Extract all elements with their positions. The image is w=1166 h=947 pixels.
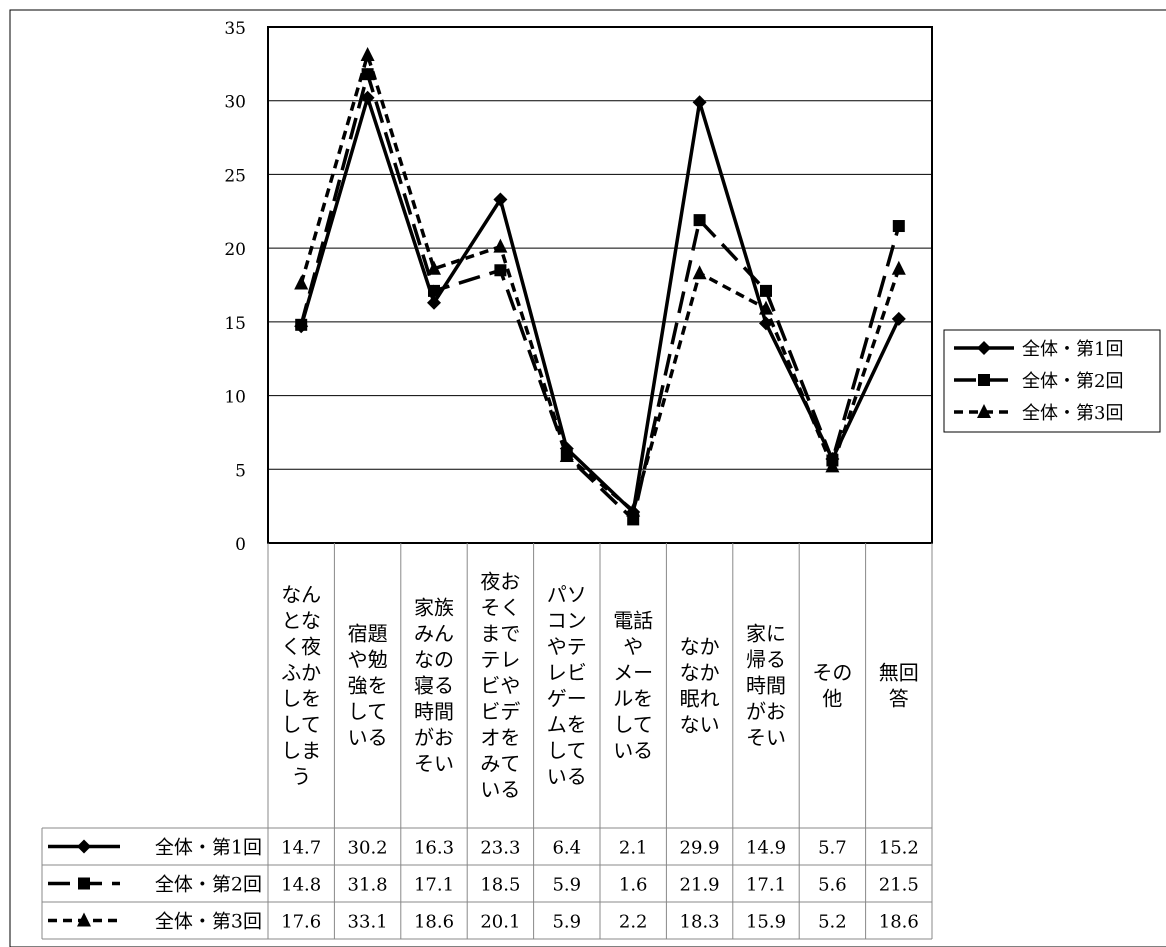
table-value: 20.1 bbox=[480, 912, 520, 933]
table-value: 14.8 bbox=[281, 875, 321, 896]
table-series-name: 全体・第2回 bbox=[155, 874, 262, 896]
table-value: 18.5 bbox=[480, 875, 520, 896]
y-tick-label: 25 bbox=[224, 166, 246, 186]
legend-marker bbox=[978, 374, 990, 386]
y-tick-label: 15 bbox=[224, 314, 246, 334]
table-value: 15.9 bbox=[746, 912, 786, 933]
category-label: その他 bbox=[812, 661, 852, 711]
table-value: 18.6 bbox=[879, 912, 919, 933]
table-value: 18.3 bbox=[680, 912, 720, 933]
category-label: なんとなく夜ふかしをしてしまう bbox=[281, 583, 321, 789]
category-label: 家に帰る時間がおそい bbox=[746, 622, 786, 750]
data-point bbox=[825, 458, 840, 473]
table-value: 14.7 bbox=[281, 838, 321, 859]
data-point bbox=[759, 300, 773, 315]
table-value: 1.6 bbox=[619, 875, 648, 896]
data-point bbox=[493, 192, 508, 207]
legend-entry: 全体・第1回 bbox=[1022, 339, 1123, 360]
table-value: 2.2 bbox=[619, 912, 648, 933]
category-label: なかなか眠れない bbox=[680, 635, 720, 737]
table-value: 17.1 bbox=[414, 875, 454, 896]
data-point bbox=[692, 95, 707, 110]
legend-entry: 全体・第2回 bbox=[1022, 371, 1123, 392]
data-point bbox=[295, 318, 308, 331]
table-value: 17.1 bbox=[746, 875, 786, 896]
category-label: パソコンやテレビゲームをしている bbox=[547, 583, 587, 789]
table-value: 33.1 bbox=[348, 912, 388, 933]
table-value: 16.3 bbox=[414, 838, 454, 859]
data-point bbox=[427, 295, 441, 310]
data-point bbox=[494, 264, 507, 277]
data-point bbox=[361, 68, 374, 81]
table-value: 14.9 bbox=[746, 838, 786, 859]
table-value: 5.9 bbox=[552, 912, 581, 933]
data-point bbox=[294, 275, 309, 290]
table-value: 5.7 bbox=[818, 838, 847, 859]
data-point bbox=[360, 90, 375, 105]
data-point bbox=[626, 502, 641, 517]
table-value: 29.9 bbox=[680, 838, 720, 859]
table-series-name: 全体・第3回 bbox=[155, 911, 262, 933]
data-point bbox=[559, 448, 574, 463]
table-value: 21.9 bbox=[680, 875, 720, 896]
table-series-marker bbox=[77, 912, 91, 927]
category-label: 無回答 bbox=[879, 661, 919, 711]
table-value: 6.4 bbox=[552, 838, 581, 859]
data-point bbox=[760, 284, 772, 297]
table-value: 2.1 bbox=[619, 838, 648, 859]
data-point bbox=[692, 265, 707, 280]
y-tick-label: 0 bbox=[235, 535, 246, 555]
legend-entry: 全体・第3回 bbox=[1022, 403, 1123, 424]
table-value: 23.3 bbox=[480, 838, 520, 859]
series-line bbox=[299, 67, 901, 523]
legend-marker bbox=[977, 404, 991, 418]
table-value: 18.6 bbox=[414, 912, 454, 933]
table-series-marker bbox=[77, 839, 91, 854]
table-series-marker bbox=[78, 877, 90, 890]
category-label: 夜おそくまでテレビやビデオをみている bbox=[480, 570, 520, 802]
category-label: 電話やメールをしている bbox=[613, 609, 653, 763]
y-tick-label: 20 bbox=[224, 240, 246, 260]
data-point bbox=[891, 260, 906, 275]
y-tick-label: 35 bbox=[224, 19, 246, 39]
series-line bbox=[299, 48, 901, 514]
table-value: 5.9 bbox=[552, 875, 581, 896]
table-value: 21.5 bbox=[879, 875, 919, 896]
category-label: 宿題や勉強をしている bbox=[348, 622, 388, 750]
data-point bbox=[360, 47, 375, 62]
table-value: 15.2 bbox=[879, 838, 919, 859]
table-value: 5.2 bbox=[818, 912, 847, 933]
y-tick-label: 10 bbox=[224, 388, 246, 408]
series-lines bbox=[294, 47, 906, 526]
data-point bbox=[892, 220, 905, 233]
data-table: なんとなく夜ふかしをしてしまう宿題や勉強をしている家族みんなの寝る時間がおそい夜… bbox=[41, 543, 933, 940]
data-point bbox=[493, 238, 508, 253]
table-value: 31.8 bbox=[348, 875, 388, 896]
data-point bbox=[427, 260, 441, 275]
table-value: 17.6 bbox=[281, 912, 321, 933]
data-point bbox=[428, 284, 440, 297]
legend-marker bbox=[977, 341, 991, 355]
y-tick-label: 5 bbox=[235, 461, 246, 481]
data-point bbox=[891, 311, 906, 326]
category-label: 家族みんなの寝る時間がおそい bbox=[414, 596, 454, 776]
table-series-name: 全体・第1回 bbox=[155, 837, 262, 859]
y-tick-label: 30 bbox=[224, 93, 246, 113]
data-point bbox=[693, 214, 706, 227]
table-value: 5.6 bbox=[818, 875, 847, 896]
table-value: 30.2 bbox=[348, 838, 388, 859]
